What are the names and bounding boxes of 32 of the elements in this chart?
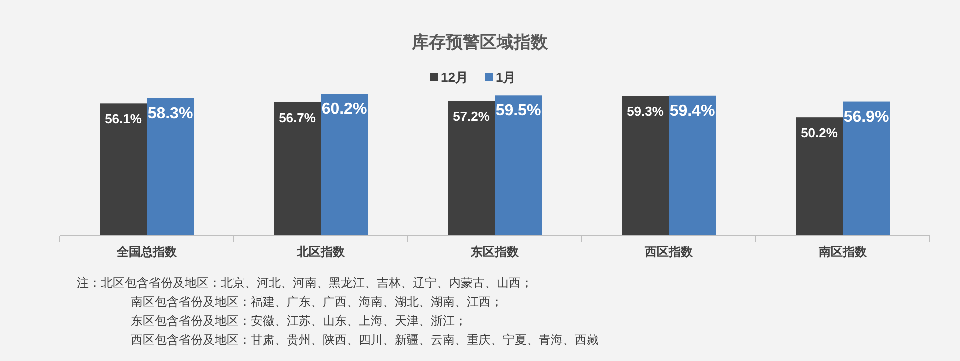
x-tick-label: 南区指数 — [818, 245, 868, 259]
legend-label: 12月 — [441, 70, 468, 85]
bar — [448, 101, 495, 236]
text: 西区包含省份及地区：甘肃、贵州、陕西、四川、新疆、云南、重庆、宁夏、青海、西藏 — [131, 333, 599, 347]
text: 南区包含省份及地区：福建、广东、广西、海南、湖北、湖南、江西； — [131, 295, 503, 309]
x-tick-label: 东区指数 — [470, 245, 520, 259]
data-label: 56.7% — [279, 110, 316, 126]
bar — [669, 96, 716, 236]
text: 注：北区包含省份及地区：北京、河北、河南、黑龙江、吉林、辽宁、内蒙古、山西； — [77, 276, 533, 290]
bar — [495, 96, 542, 236]
bar — [321, 94, 368, 236]
data-label: 56.9% — [844, 108, 890, 126]
x-tick-label: 西区指数 — [644, 245, 694, 259]
bar — [796, 118, 843, 236]
bar — [843, 102, 890, 236]
data-label: 50.2% — [801, 126, 838, 141]
x-tick-label: 全国总指数 — [116, 245, 178, 259]
data-label: 59.4% — [670, 102, 716, 120]
data-label: 59.3% — [627, 104, 664, 120]
data-label: 58.3% — [148, 105, 194, 122]
data-label: 59.5% — [496, 102, 542, 120]
x-tick-label: 北区指数 — [296, 245, 346, 259]
data-label: 56.1% — [105, 112, 142, 127]
data-label: 60.2% — [322, 101, 368, 118]
text: 东区包含省份及地区：安徽、江苏、山东、上海、天津、浙江； — [131, 314, 467, 328]
chart-title: 库存预警区域指数 — [411, 33, 549, 52]
bar — [100, 104, 147, 236]
bar — [274, 102, 321, 236]
bar — [147, 98, 194, 236]
legend-label: 1月 — [496, 70, 516, 85]
bar — [622, 96, 669, 236]
data-label: 57.2% — [453, 109, 490, 124]
